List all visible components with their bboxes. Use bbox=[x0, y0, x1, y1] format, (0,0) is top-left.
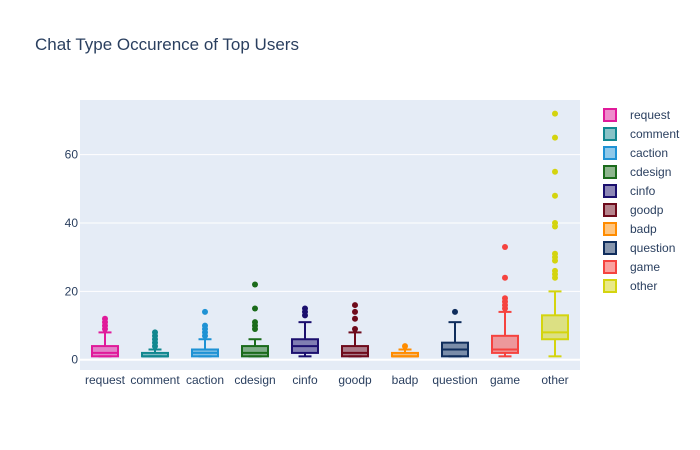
legend-item-cinfo[interactable]: cinfo bbox=[603, 184, 656, 198]
legend-swatch bbox=[603, 241, 617, 255]
x-tick-label: goodp bbox=[338, 373, 372, 387]
plot-area bbox=[80, 100, 580, 370]
outlier-point[interactable] bbox=[252, 281, 258, 288]
box-series bbox=[91, 110, 569, 358]
legend-label: badp bbox=[630, 222, 657, 236]
x-tick-label: request bbox=[85, 373, 126, 387]
legend-item-request[interactable]: request bbox=[603, 108, 671, 122]
legend-swatch bbox=[603, 146, 617, 160]
outlier-point[interactable] bbox=[202, 308, 208, 315]
x-tick-label: cdesign bbox=[234, 373, 275, 387]
outlier-point[interactable] bbox=[552, 134, 558, 141]
x-tick-label: question bbox=[432, 373, 477, 387]
legend-swatch bbox=[603, 279, 617, 293]
outlier-point[interactable] bbox=[552, 220, 558, 227]
legend-label: caction bbox=[630, 146, 668, 160]
legend-label: cdesign bbox=[630, 165, 671, 179]
legend-label: question bbox=[630, 241, 675, 255]
x-tick-label: cinfo bbox=[292, 373, 318, 387]
y-axis-ticks: 0 20 40 60 bbox=[65, 148, 79, 367]
legend-label: game bbox=[630, 260, 660, 274]
legend-item-caction[interactable]: caction bbox=[603, 146, 668, 160]
legend-swatch bbox=[603, 127, 617, 141]
outlier-point[interactable] bbox=[502, 295, 508, 302]
legend-label: goodp bbox=[630, 203, 664, 217]
chart-title: Chat Type Occurence of Top Users bbox=[35, 35, 299, 54]
legend-item-cdesign[interactable]: cdesign bbox=[603, 165, 671, 179]
legend-swatch bbox=[603, 165, 617, 179]
box-other[interactable] bbox=[541, 110, 569, 358]
box-cdesign[interactable] bbox=[241, 281, 269, 358]
legend-item-badp[interactable]: badp bbox=[603, 222, 657, 236]
y-tick-label: 20 bbox=[65, 284, 79, 298]
x-tick-label: badp bbox=[392, 373, 419, 387]
outlier-point[interactable] bbox=[502, 243, 508, 250]
legend-swatch bbox=[603, 260, 617, 274]
outlier-point[interactable] bbox=[452, 308, 458, 315]
box-question[interactable] bbox=[441, 308, 469, 358]
legend-label: comment bbox=[630, 127, 680, 141]
y-tick-label: 0 bbox=[71, 353, 78, 367]
legend-swatch bbox=[603, 184, 617, 198]
outlier-point[interactable] bbox=[202, 322, 208, 329]
legend[interactable]: request comment caction cdesign cinfo goodp ba… bbox=[603, 108, 680, 293]
legend-label: request bbox=[630, 108, 671, 122]
outlier-point[interactable] bbox=[552, 168, 558, 175]
legend-swatch bbox=[603, 108, 617, 122]
legend-item-game[interactable]: game bbox=[603, 260, 660, 274]
legend-item-other[interactable]: other bbox=[603, 279, 657, 293]
outlier-point[interactable] bbox=[302, 305, 308, 312]
x-tick-label: comment bbox=[130, 373, 180, 387]
x-tick-label: caction bbox=[186, 373, 224, 387]
outlier-point[interactable] bbox=[152, 329, 158, 336]
x-axis-ticks: request comment caction cdesign cinfo goodp ba… bbox=[85, 373, 569, 387]
box-iqr bbox=[541, 314, 569, 341]
outlier-point[interactable] bbox=[552, 110, 558, 117]
legend-swatch bbox=[603, 222, 617, 236]
gridlines bbox=[80, 154, 580, 361]
outlier-point[interactable] bbox=[352, 308, 358, 315]
legend-label: other bbox=[630, 279, 657, 293]
box-cinfo[interactable] bbox=[291, 305, 319, 358]
x-tick-label: game bbox=[490, 373, 520, 387]
outlier-point[interactable] bbox=[352, 325, 358, 332]
legend-item-goodp[interactable]: goodp bbox=[603, 203, 664, 217]
y-tick-label: 40 bbox=[65, 216, 79, 230]
box-comment[interactable] bbox=[141, 329, 169, 358]
box-iqr bbox=[91, 345, 119, 358]
box-badp[interactable] bbox=[391, 343, 419, 358]
box-goodp[interactable] bbox=[341, 302, 369, 358]
outlier-point[interactable] bbox=[252, 319, 258, 326]
outlier-point[interactable] bbox=[552, 250, 558, 257]
box-iqr bbox=[341, 345, 369, 358]
box-game[interactable] bbox=[491, 243, 519, 358]
outlier-point[interactable] bbox=[502, 274, 508, 281]
y-tick-label: 60 bbox=[65, 148, 79, 162]
outlier-point[interactable] bbox=[352, 302, 358, 309]
x-tick-label: other bbox=[541, 373, 568, 387]
box-caction[interactable] bbox=[191, 308, 219, 358]
outlier-point[interactable] bbox=[552, 267, 558, 274]
outlier-point[interactable] bbox=[402, 343, 408, 350]
outlier-point[interactable] bbox=[352, 315, 358, 322]
outlier-point[interactable] bbox=[552, 192, 558, 199]
outlier-point[interactable] bbox=[102, 315, 108, 322]
box-iqr bbox=[241, 345, 269, 358]
legend-item-question[interactable]: question bbox=[603, 241, 675, 255]
legend-item-comment[interactable]: comment bbox=[603, 127, 680, 141]
box-request[interactable] bbox=[91, 315, 119, 358]
outlier-point[interactable] bbox=[252, 305, 258, 312]
legend-label: cinfo bbox=[630, 184, 656, 198]
legend-swatch bbox=[603, 203, 617, 217]
